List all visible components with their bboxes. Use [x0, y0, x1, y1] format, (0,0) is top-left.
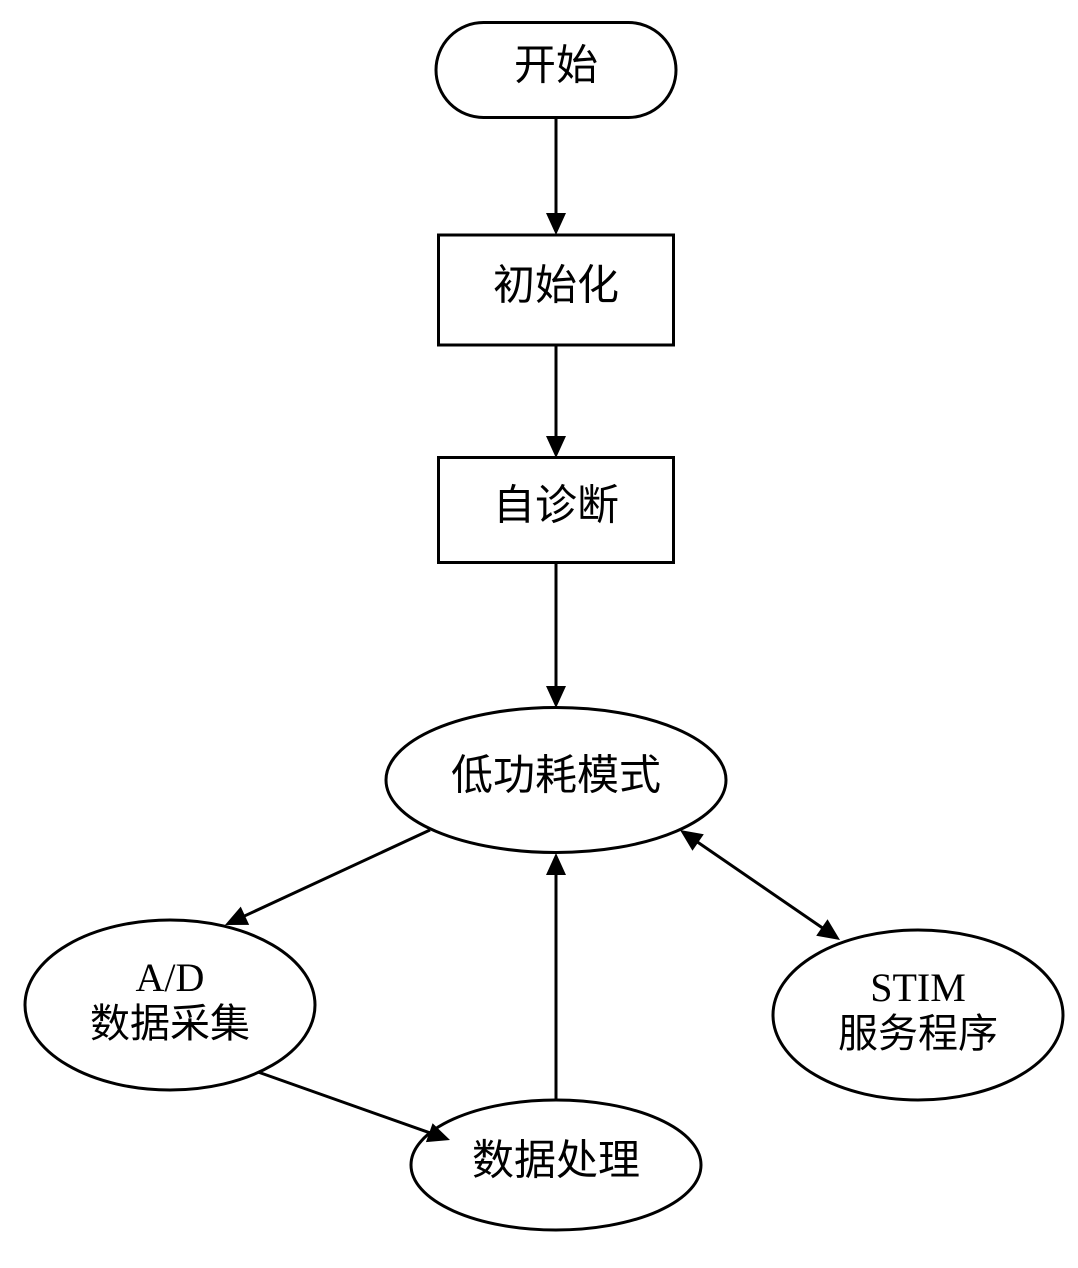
- edge: [546, 118, 566, 235]
- node-label: 数据采集: [90, 1001, 250, 1046]
- node-label: STIM: [870, 965, 966, 1010]
- node-label: 自诊断: [493, 484, 619, 530]
- node-label: 开始: [514, 44, 598, 90]
- node-dataproc: 数据处理: [411, 1100, 701, 1230]
- node-lowpower: 低功耗模式: [386, 708, 726, 853]
- edge: [546, 853, 566, 1100]
- edge: [680, 830, 840, 940]
- node-label: 低功耗模式: [451, 754, 661, 800]
- node-ad: A/D数据采集: [25, 920, 315, 1090]
- node-label: A/D: [136, 955, 205, 1000]
- node-init: 初始化: [439, 235, 674, 345]
- edge: [546, 563, 566, 708]
- node-label: 服务程序: [838, 1011, 998, 1056]
- edge: [225, 830, 430, 925]
- node-label: 数据处理: [472, 1139, 640, 1185]
- node-label: 初始化: [493, 264, 619, 310]
- edge: [258, 1072, 450, 1142]
- edge: [546, 345, 566, 458]
- node-start: 开始: [436, 23, 676, 118]
- node-selfdiag: 自诊断: [439, 458, 674, 563]
- node-stim: STIM服务程序: [773, 930, 1063, 1100]
